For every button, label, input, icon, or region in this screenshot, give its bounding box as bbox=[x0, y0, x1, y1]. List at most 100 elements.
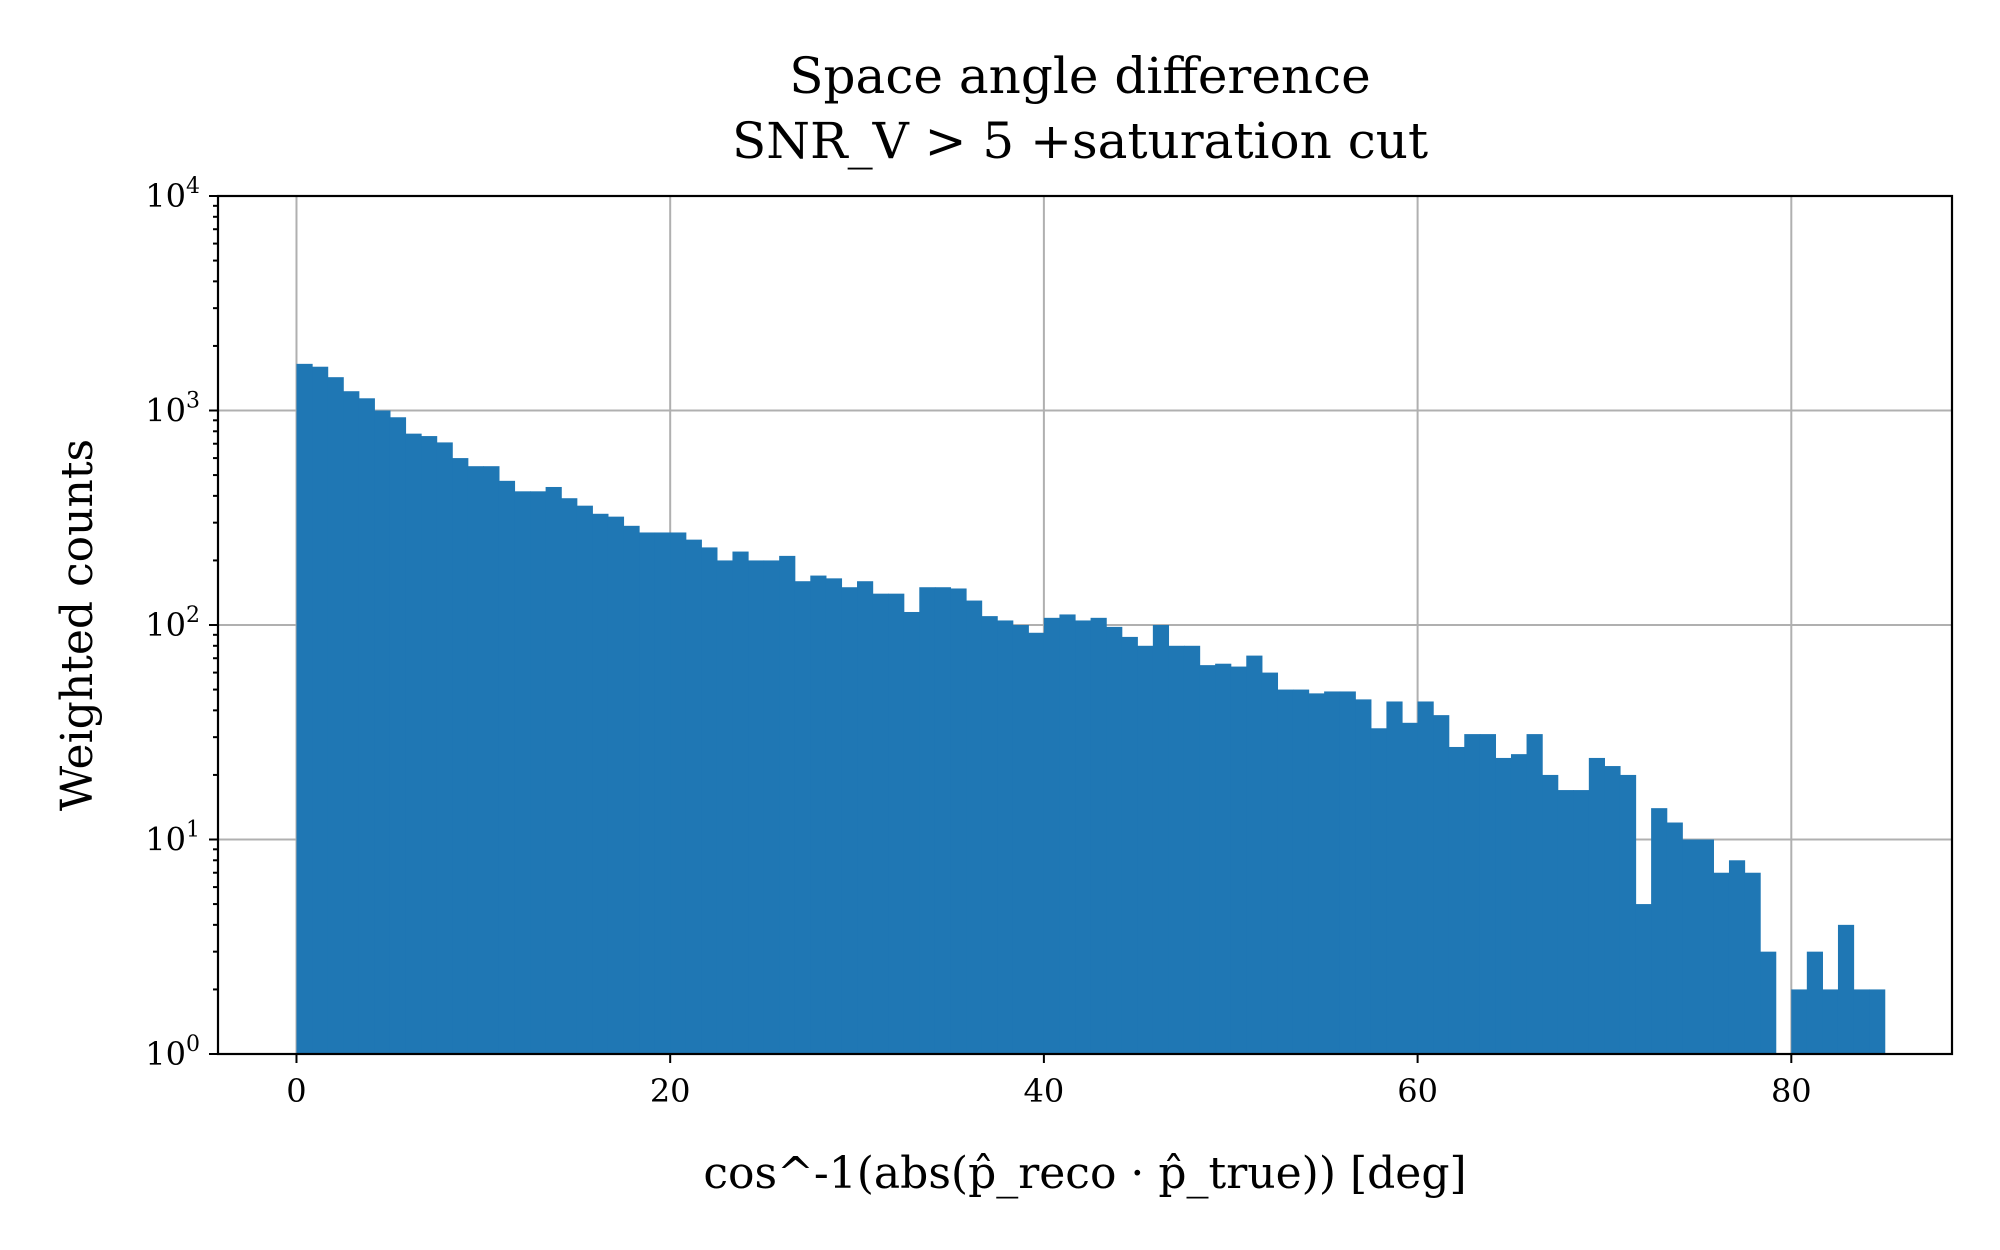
histogram-bar bbox=[1728, 860, 1746, 1054]
histogram-bar bbox=[436, 442, 453, 1054]
histogram-bar bbox=[545, 486, 562, 1055]
histogram-bar bbox=[1308, 693, 1325, 1054]
histogram-bar bbox=[748, 560, 765, 1054]
histogram-bar bbox=[1090, 617, 1107, 1054]
histogram-bar bbox=[358, 398, 375, 1054]
histogram-bar bbox=[716, 560, 734, 1054]
histogram-bar bbox=[1183, 645, 1201, 1054]
x-axis-label: cos^-1(abs(p̂_reco · p̂_true)) [deg] bbox=[703, 1148, 1466, 1199]
histogram-bar bbox=[1339, 691, 1356, 1054]
x-axis-ticks: 0 20 40 60 80 bbox=[286, 1054, 1812, 1110]
histogram-bar bbox=[1697, 839, 1714, 1054]
histogram-bar bbox=[1557, 790, 1574, 1054]
histogram-bar bbox=[483, 466, 500, 1054]
histogram-bar bbox=[1791, 989, 1808, 1054]
x-tick-label: 40 bbox=[1024, 1072, 1065, 1110]
histogram-bar bbox=[312, 366, 329, 1054]
y-tick-label: 101 bbox=[145, 818, 200, 859]
histogram-bar bbox=[1869, 989, 1886, 1054]
histogram-bar bbox=[1199, 665, 1216, 1054]
histogram-bar bbox=[592, 513, 609, 1054]
histogram-bar bbox=[1215, 663, 1232, 1054]
histogram-bar bbox=[452, 458, 469, 1054]
histogram-bar bbox=[825, 578, 843, 1054]
histogram-bar bbox=[1853, 989, 1870, 1054]
histogram-bar bbox=[1744, 872, 1761, 1054]
chart-title: Space angle difference bbox=[789, 47, 1370, 105]
histogram-bar bbox=[389, 417, 407, 1055]
histogram-bar bbox=[966, 600, 983, 1054]
y-tick-label: 103 bbox=[145, 389, 200, 430]
histogram-bars bbox=[296, 363, 1886, 1055]
histogram-bar bbox=[467, 466, 484, 1054]
histogram-bar bbox=[561, 498, 578, 1054]
histogram-bar bbox=[1152, 625, 1170, 1054]
histogram-bar bbox=[934, 587, 952, 1054]
histogram-bar bbox=[685, 539, 702, 1054]
histogram-bar bbox=[841, 587, 858, 1054]
histogram-bar bbox=[919, 587, 936, 1054]
histogram-bar bbox=[1573, 790, 1590, 1054]
histogram-bar bbox=[1542, 774, 1559, 1054]
x-tick-label: 0 bbox=[286, 1072, 306, 1110]
x-tick-label: 60 bbox=[1397, 1072, 1438, 1110]
histogram-bar bbox=[607, 516, 625, 1054]
histogram-bar bbox=[1075, 620, 1092, 1054]
histogram-bar bbox=[1526, 734, 1543, 1054]
histogram-bar bbox=[1059, 614, 1076, 1054]
histogram-bar bbox=[732, 551, 749, 1054]
histogram-bar bbox=[779, 555, 796, 1054]
y-axis-ticks: 100 101 102 103 104 bbox=[145, 174, 218, 1073]
histogram-bar bbox=[1837, 924, 1855, 1054]
histogram-bar bbox=[1604, 766, 1621, 1054]
histogram-bar bbox=[1106, 626, 1123, 1054]
histogram-bar bbox=[1479, 734, 1497, 1054]
histogram-bar bbox=[1401, 722, 1419, 1054]
histogram-bar bbox=[888, 593, 905, 1054]
histogram-bar bbox=[1324, 691, 1341, 1054]
histogram-bar bbox=[1433, 715, 1450, 1054]
histogram-bar bbox=[421, 436, 438, 1054]
histogram-bar bbox=[1806, 951, 1823, 1054]
histogram-bar bbox=[903, 611, 920, 1054]
histogram-bar bbox=[576, 505, 593, 1055]
histogram-bar bbox=[405, 433, 422, 1054]
histogram-bar bbox=[1121, 636, 1138, 1054]
y-tick-label: 102 bbox=[145, 603, 200, 644]
histogram-bar bbox=[794, 581, 811, 1054]
histogram-bar bbox=[1448, 746, 1465, 1054]
chart-subtitle: SNR_V > 5 +saturation cut bbox=[732, 112, 1428, 170]
histogram-bar bbox=[514, 491, 531, 1055]
histogram-bar bbox=[1230, 666, 1247, 1054]
histogram-bar bbox=[639, 532, 656, 1054]
histogram-bar bbox=[1012, 625, 1029, 1054]
histogram-bar bbox=[1137, 645, 1154, 1054]
histogram-bar bbox=[327, 377, 344, 1054]
y-axis-label: Weighted counts bbox=[52, 439, 103, 811]
histogram-bar bbox=[810, 575, 827, 1054]
histogram-bar bbox=[857, 581, 874, 1054]
histogram-bar bbox=[1760, 951, 1777, 1054]
histogram-bar bbox=[1510, 754, 1528, 1054]
histogram-bar bbox=[1168, 645, 1185, 1054]
histogram-bar bbox=[1464, 734, 1481, 1054]
histogram-bar bbox=[872, 593, 889, 1054]
histogram-bar bbox=[1246, 655, 1263, 1054]
histogram-bar bbox=[997, 620, 1014, 1054]
histogram-bar bbox=[1292, 689, 1310, 1054]
histogram-bar bbox=[1277, 689, 1294, 1054]
histogram-bar bbox=[623, 525, 640, 1054]
histogram-bar bbox=[670, 532, 687, 1054]
histogram-bar bbox=[1822, 989, 1839, 1054]
histogram-bar bbox=[701, 547, 718, 1054]
histogram-bar bbox=[1619, 774, 1637, 1054]
histogram-bar bbox=[981, 616, 998, 1054]
x-tick-label: 80 bbox=[1771, 1072, 1812, 1110]
histogram-bar bbox=[1417, 701, 1434, 1054]
histogram-bar bbox=[1028, 632, 1045, 1054]
histogram-bar bbox=[1588, 757, 1606, 1054]
histogram-bar bbox=[654, 532, 671, 1054]
histogram-bar bbox=[1635, 904, 1652, 1054]
histogram-bar bbox=[763, 560, 780, 1054]
